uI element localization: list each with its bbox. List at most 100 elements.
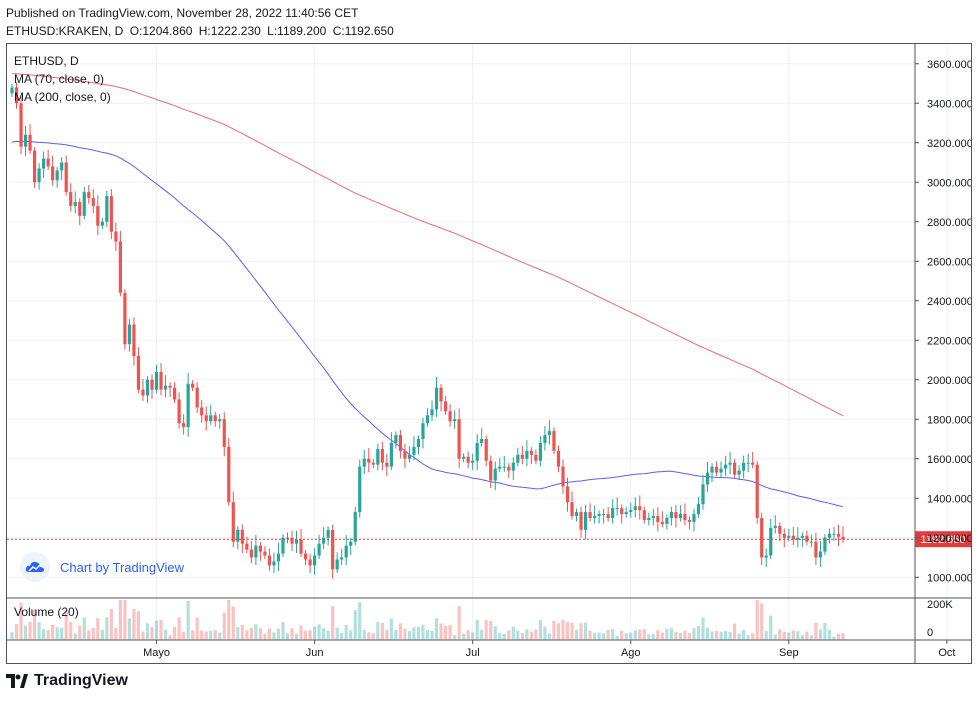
candle-body xyxy=(322,537,326,544)
candle-body xyxy=(719,468,723,473)
candle-body xyxy=(425,415,430,424)
volume-bar xyxy=(841,633,845,640)
candle-body xyxy=(376,448,380,465)
candle-body xyxy=(272,561,276,566)
candle-body xyxy=(439,387,443,402)
volume-bar xyxy=(674,632,678,640)
volume-bar xyxy=(91,628,95,640)
candle-body xyxy=(493,468,497,481)
legend-ma200[interactable]: MA (200, close, 0) xyxy=(14,90,111,104)
volume-bar xyxy=(23,625,28,640)
candle-body xyxy=(642,510,646,520)
volume-bar xyxy=(570,622,574,640)
time-tick-label: Oct xyxy=(938,647,955,659)
candle-body xyxy=(344,545,348,558)
candle-body xyxy=(737,470,741,475)
volume-bar xyxy=(358,602,362,640)
volume-bar xyxy=(823,622,827,640)
volume-bar xyxy=(303,630,308,640)
price-tick-label: 3000.000 xyxy=(927,177,971,189)
volume-bar xyxy=(714,630,719,640)
volume-bar xyxy=(719,631,723,640)
price-tick-label: 1200.000 xyxy=(927,533,971,545)
candle-body xyxy=(218,419,222,422)
volume-bar xyxy=(696,625,701,640)
candle-body xyxy=(751,462,755,465)
candle-body xyxy=(349,541,353,546)
last-price-label: 1192.650 xyxy=(920,534,965,546)
candle-body xyxy=(186,383,190,428)
tradingview-footer-logo[interactable]: TradingView xyxy=(6,672,128,690)
candle-body xyxy=(597,514,601,517)
volume-bar xyxy=(87,630,91,640)
volume-bar xyxy=(529,631,533,640)
candle-body xyxy=(227,446,231,503)
candle-body xyxy=(620,508,624,515)
candle-body xyxy=(263,551,267,556)
volume-bar xyxy=(751,633,755,640)
time-tick-label: Sep xyxy=(779,647,799,659)
candle-body xyxy=(561,466,565,487)
candle-body xyxy=(656,516,660,522)
volume-bar xyxy=(511,626,515,640)
ohlc-line: ETHUSD:KRAKEN, D O:1204.860 H:1222.230 L… xyxy=(6,22,397,40)
legend-ma70[interactable]: MA (70, close, 0) xyxy=(14,72,105,86)
volume-bar xyxy=(710,631,714,640)
candle-body xyxy=(114,231,118,242)
volume-bar xyxy=(28,622,32,640)
candle-body xyxy=(23,134,28,147)
candle-body xyxy=(538,442,543,461)
symbol-resolution: ETHUSD:KRAKEN, D xyxy=(6,24,124,38)
candle-body xyxy=(258,545,262,552)
candle-body xyxy=(638,506,642,511)
candles xyxy=(10,82,845,579)
volume-bar xyxy=(832,636,836,640)
volume-bar xyxy=(583,622,588,640)
volume-bar xyxy=(263,633,267,640)
volume-bar xyxy=(78,625,82,640)
time-tick-label: Jul xyxy=(466,647,480,659)
volume-bar xyxy=(317,624,321,640)
candle-body xyxy=(543,435,547,443)
candle-body xyxy=(773,525,777,528)
legend-symbol[interactable]: ETHUSD, D xyxy=(14,54,79,68)
candle-body xyxy=(701,484,705,505)
volume-bar xyxy=(407,631,412,640)
candle-body xyxy=(611,508,615,518)
candle-body xyxy=(502,466,506,468)
volume-legend[interactable]: Volume (20) xyxy=(14,605,79,619)
candle-body xyxy=(37,168,41,183)
tradingview-watermark[interactable]: Chart by TradingView xyxy=(20,552,184,582)
volume-bar xyxy=(245,630,249,640)
ma70-line xyxy=(11,140,844,508)
volume-bar xyxy=(805,631,809,640)
candle-body xyxy=(141,389,145,396)
volume-bar xyxy=(705,627,710,640)
candle-body xyxy=(462,456,466,459)
chart-canvas[interactable]: 1192.650 1000.000 1200.000 1400.000 1600.000… xyxy=(7,44,971,663)
volume-bar xyxy=(534,629,538,640)
candle-body xyxy=(51,166,55,181)
candle-body xyxy=(109,196,113,232)
candle-body xyxy=(520,454,524,459)
volume-bar xyxy=(796,631,800,640)
volume-bar xyxy=(836,633,841,640)
volume-bar xyxy=(10,632,14,640)
candle-body xyxy=(303,553,308,560)
volume-bar xyxy=(421,624,425,640)
volume-bar xyxy=(389,618,393,640)
candle-body xyxy=(809,541,813,543)
volume-bar xyxy=(64,610,68,640)
candle-body xyxy=(579,512,583,530)
volume-bar xyxy=(159,619,163,640)
volume-bar xyxy=(186,601,190,640)
candle-body xyxy=(552,431,556,451)
candle-body xyxy=(823,537,827,552)
volume-bar xyxy=(200,630,204,640)
volume-bar xyxy=(764,631,768,640)
candle-body xyxy=(331,529,335,570)
chart-frame[interactable]: 1192.650 1000.000 1200.000 1400.000 1600.000… xyxy=(6,43,972,664)
volume-bar xyxy=(814,622,818,640)
candle-body xyxy=(452,419,457,422)
candle-body xyxy=(150,379,154,390)
